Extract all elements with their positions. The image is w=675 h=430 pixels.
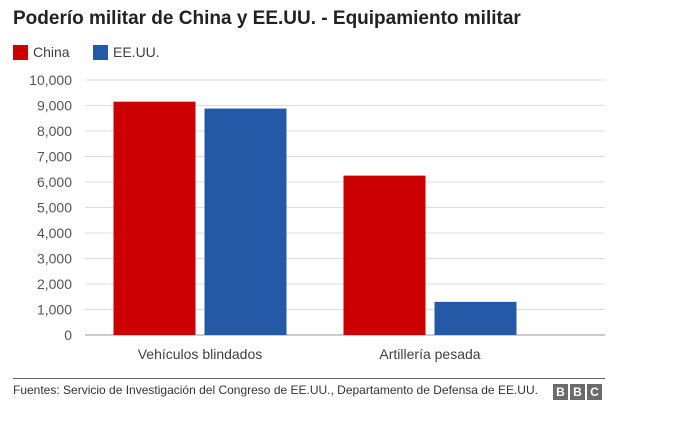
- legend-swatch-usa: [93, 45, 108, 60]
- y-tick-label: 2,000: [37, 276, 72, 292]
- y-tick-label: 6,000: [37, 174, 72, 190]
- bar-usa: [434, 301, 517, 335]
- legend-label-china: China: [33, 44, 70, 60]
- y-tick-label: 8,000: [37, 123, 72, 139]
- bbc-logo-letter: B: [570, 384, 585, 400]
- y-tick-label: 10,000: [29, 72, 72, 88]
- y-tick-label: 9,000: [37, 98, 72, 114]
- y-tick-label: 5,000: [37, 200, 72, 216]
- y-tick-label: 7,000: [37, 149, 72, 165]
- y-tick-label: 1,000: [37, 302, 72, 318]
- source-note: Fuentes: Servicio de Investigación del C…: [13, 383, 538, 397]
- y-tick-label: 3,000: [37, 251, 72, 267]
- bar-china: [113, 101, 196, 335]
- bbc-logo-letter: C: [587, 384, 602, 400]
- y-tick-label: 0: [64, 327, 72, 343]
- x-category-label: Artillería pesada: [379, 346, 480, 362]
- chart-title: Poderío militar de China y EE.UU. - Equi…: [13, 8, 521, 29]
- y-tick-label: 4,000: [37, 225, 72, 241]
- x-category-label: Vehículos blindados: [138, 346, 263, 362]
- legend-label-usa: EE.UU.: [113, 44, 160, 60]
- footer-divider: [13, 378, 605, 379]
- legend-swatch-china: [13, 45, 28, 60]
- bar-china: [343, 175, 426, 335]
- bbc-logo-letter: B: [553, 384, 568, 400]
- bar-usa: [204, 108, 287, 335]
